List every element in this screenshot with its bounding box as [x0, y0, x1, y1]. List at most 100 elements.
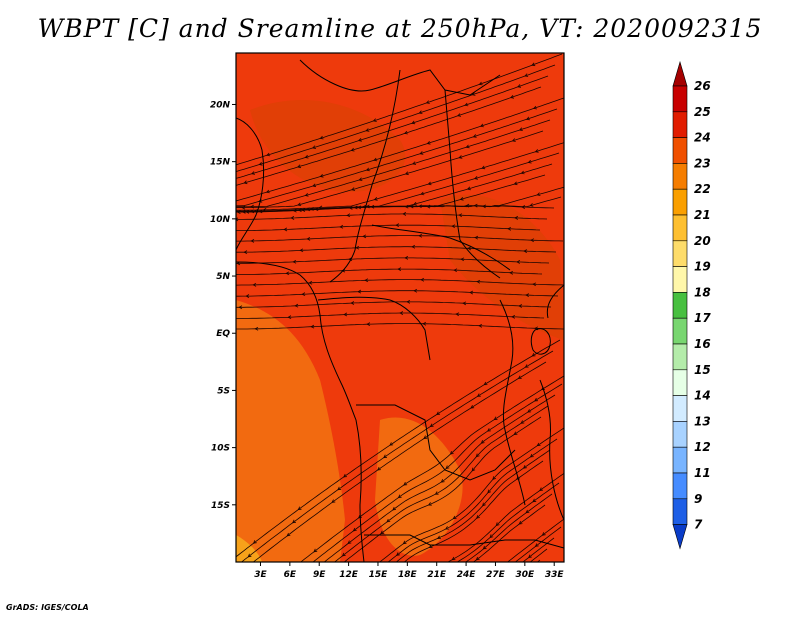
- streamline-arrow: [493, 416, 498, 421]
- streamline-arrow: [480, 440, 485, 444]
- colorbar-label: 25: [694, 105, 711, 119]
- streamline-arrow: [304, 193, 309, 197]
- streamline-arrow: [487, 428, 491, 432]
- lon-tick-label: 6E: [284, 570, 297, 580]
- streamline-arrow: [357, 138, 362, 142]
- streamline: [465, 493, 553, 562]
- colorbar-cell: [672, 111, 688, 138]
- streamline-arrow: [337, 486, 342, 491]
- colorbar-label: 15: [694, 363, 711, 377]
- streamline-arrow: [476, 279, 481, 284]
- streamline-arrow: [404, 256, 409, 260]
- streamline-arrow: [530, 238, 535, 243]
- streamline-arrow: [297, 202, 302, 207]
- colorbar-bottom-arrow: [672, 524, 688, 550]
- streamline-arrow: [366, 322, 371, 327]
- streamline-arrow: [451, 224, 456, 229]
- lat-tick-label: 10S: [211, 444, 230, 454]
- lat-tick-label: 15N: [210, 158, 231, 168]
- streamline-arrow: [466, 186, 471, 191]
- streamline-arrow: [436, 411, 441, 415]
- streamline: [379, 427, 564, 562]
- streamline-arrow: [469, 290, 474, 295]
- streamline-arrow: [529, 453, 534, 458]
- streamline-arrow: [536, 192, 541, 196]
- colorbar-label: 13: [694, 414, 711, 428]
- streamline-arrow: [528, 554, 532, 559]
- colorbar-cell: [672, 137, 688, 164]
- streamline: [456, 482, 560, 562]
- streamline-arrow: [478, 323, 483, 328]
- streamline-arrow: [427, 502, 432, 506]
- streamline-arrow: [428, 544, 433, 549]
- streamline-arrow: [236, 217, 239, 222]
- colorbar-label: 14: [694, 389, 711, 403]
- streamline-arrow: [472, 134, 477, 138]
- streamline-arrow: [341, 552, 346, 557]
- streamline: [236, 301, 552, 308]
- lon-tick-label: 21E: [427, 570, 447, 580]
- streamline-arrow: [308, 280, 313, 285]
- streamline-arrow: [411, 120, 416, 125]
- streamline-arrow: [521, 205, 526, 209]
- streamline-arrow: [347, 540, 352, 545]
- lat-tick-label: 10N: [210, 215, 231, 225]
- colorbar-cell: [672, 446, 688, 474]
- streamline-arrow: [339, 224, 344, 229]
- streamline-arrow: [411, 161, 417, 165]
- streamline-arrow: [511, 315, 516, 319]
- lon-tick-label: 9E: [313, 570, 326, 580]
- streamline-arrow: [343, 473, 348, 478]
- streamlines: [236, 53, 564, 562]
- colorbar-cell: [672, 421, 688, 448]
- streamline-arrow: [533, 105, 537, 110]
- streamline-arrow: [489, 534, 494, 539]
- streamline-arrow: [527, 409, 532, 413]
- streamline-arrow: [312, 183, 317, 188]
- streamline-arrow: [465, 203, 470, 208]
- streamline-arrow: [310, 324, 315, 329]
- streamline-arrow: [350, 301, 355, 305]
- lon-tick-label: 27E: [486, 570, 506, 580]
- streamline-arrow: [510, 95, 515, 99]
- streamline: [252, 361, 547, 562]
- streamline-arrow: [292, 259, 297, 264]
- streamline: [447, 472, 564, 562]
- streamline-arrow: [364, 278, 369, 283]
- streamline-arrow: [383, 454, 388, 459]
- cooler-patch-west: [236, 300, 345, 562]
- latitude-axis: 20N 15N 10N 5N EQ 5S 10S 15S: [210, 100, 236, 511]
- streamline: [387, 438, 558, 562]
- eastern-coast: [539, 284, 564, 521]
- streamline-arrow: [420, 191, 425, 196]
- streamline: [312, 383, 563, 562]
- streamline-arrow: [473, 203, 478, 208]
- streamline-arrow: [516, 260, 521, 264]
- streamline-arrow: [353, 205, 358, 210]
- streamline-arrow: [460, 257, 465, 262]
- lat-tick-label: 15S: [211, 501, 230, 511]
- lat-tick-label: 5S: [217, 386, 230, 396]
- colorbar-cell: [672, 163, 688, 190]
- streamline: [529, 548, 548, 562]
- streamline-arrow: [534, 397, 539, 402]
- lon-tick-label: 12E: [339, 570, 359, 580]
- colorbar: 26 25 24 23 22 21 20 19 18 17 16 15 14 13 12 11 9 7: [672, 60, 711, 550]
- streamline-arrow: [331, 499, 336, 503]
- colorbar-label: 26: [694, 79, 711, 93]
- map-frame: [235, 52, 565, 563]
- colorbar-cell: [672, 343, 688, 371]
- colorbar-label: 9: [694, 492, 702, 506]
- streamline-arrow: [373, 197, 378, 201]
- streamline: [236, 119, 551, 208]
- colorbar-cell: [672, 85, 688, 113]
- streamline-arrow: [513, 181, 518, 186]
- streamline-arrow: [445, 465, 450, 470]
- streamline-arrow: [352, 527, 357, 532]
- streamline-arrow: [429, 423, 434, 427]
- streamline-arrow: [425, 100, 430, 104]
- coastline: [236, 117, 365, 562]
- border-line-6: [356, 404, 516, 481]
